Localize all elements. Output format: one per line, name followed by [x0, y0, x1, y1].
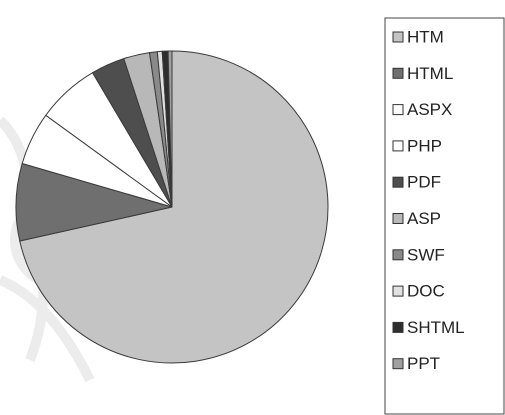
legend-label: HTM — [407, 27, 444, 46]
legend-swatch — [392, 140, 404, 152]
legend-label: DOC — [407, 282, 445, 301]
legend-swatch — [392, 104, 404, 116]
legend-swatch — [392, 31, 404, 43]
legend-label: SWF — [407, 245, 445, 264]
legend-swatch — [392, 213, 404, 224]
legend-swatch — [392, 249, 404, 261]
legend-swatch — [392, 67, 404, 79]
pie-slice — [167, 50, 173, 208]
legend-label: PPT — [407, 354, 440, 373]
legend-swatch — [392, 285, 404, 297]
legend-swatch — [392, 358, 404, 370]
legend-label: SHTML — [407, 318, 465, 337]
legend-box — [384, 17, 505, 415]
legend-swatch — [392, 176, 404, 188]
pie-slice — [19, 50, 329, 364]
legend-label: PDF — [407, 173, 441, 192]
legend-swatch — [392, 321, 404, 333]
legend-label: HTML — [407, 64, 453, 83]
legend-label: ASPX — [407, 100, 452, 119]
legend-label: PHP — [407, 136, 442, 155]
legend-label: ASP — [407, 209, 441, 228]
